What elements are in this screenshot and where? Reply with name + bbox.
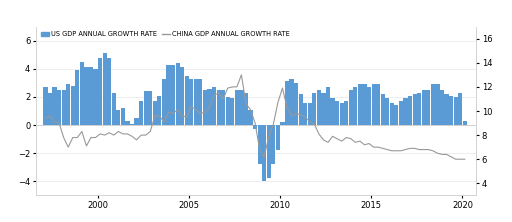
Bar: [444, 94, 449, 125]
Bar: [176, 63, 180, 125]
Bar: [52, 87, 57, 125]
Bar: [422, 90, 426, 125]
Bar: [230, 98, 234, 125]
Bar: [57, 90, 61, 125]
Bar: [367, 87, 371, 125]
Bar: [317, 90, 321, 125]
Bar: [330, 98, 335, 125]
Bar: [458, 93, 462, 125]
Bar: [189, 79, 194, 125]
Bar: [194, 79, 198, 125]
Bar: [285, 81, 289, 125]
Bar: [303, 103, 307, 125]
Bar: [148, 91, 153, 125]
Bar: [349, 90, 353, 125]
Bar: [294, 83, 298, 125]
Bar: [162, 79, 166, 125]
Bar: [135, 118, 139, 125]
Bar: [212, 87, 216, 125]
Bar: [276, 125, 280, 150]
Bar: [48, 93, 52, 125]
Bar: [221, 90, 225, 125]
Bar: [61, 90, 66, 125]
Bar: [372, 84, 376, 125]
Bar: [112, 93, 116, 125]
Bar: [426, 90, 431, 125]
Bar: [139, 101, 143, 125]
Bar: [358, 84, 362, 125]
Bar: [80, 62, 84, 125]
Bar: [408, 95, 412, 125]
Bar: [312, 93, 316, 125]
Bar: [207, 89, 211, 125]
Bar: [180, 67, 184, 125]
Bar: [98, 57, 102, 125]
Bar: [454, 97, 458, 125]
Bar: [385, 98, 389, 125]
Bar: [431, 84, 435, 125]
Bar: [121, 108, 125, 125]
Bar: [403, 98, 408, 125]
Bar: [107, 57, 111, 125]
Bar: [440, 90, 444, 125]
Bar: [102, 53, 107, 125]
Bar: [84, 67, 89, 125]
Bar: [253, 125, 257, 129]
Bar: [198, 79, 202, 125]
Bar: [380, 94, 385, 125]
Bar: [217, 90, 221, 125]
Bar: [226, 97, 230, 125]
Bar: [353, 87, 357, 125]
Bar: [262, 125, 266, 181]
Bar: [435, 84, 439, 125]
Bar: [308, 103, 312, 125]
Bar: [417, 93, 421, 125]
Bar: [166, 65, 170, 125]
Bar: [362, 84, 367, 125]
Bar: [394, 105, 398, 125]
Bar: [89, 67, 93, 125]
Bar: [143, 91, 148, 125]
Bar: [298, 94, 303, 125]
Bar: [390, 103, 394, 125]
Bar: [271, 125, 275, 165]
Bar: [339, 103, 344, 125]
Bar: [185, 76, 189, 125]
Bar: [258, 125, 262, 165]
Bar: [66, 84, 70, 125]
Bar: [289, 79, 294, 125]
Bar: [344, 101, 348, 125]
Bar: [449, 95, 453, 125]
Legend: US GDP ANNUAL GROWTH RATE, CHINA GDP ANNUAL GROWTH RATE: US GDP ANNUAL GROWTH RATE, CHINA GDP ANN…: [39, 30, 291, 39]
Bar: [399, 101, 403, 125]
Bar: [125, 121, 130, 125]
Bar: [75, 70, 79, 125]
Bar: [153, 101, 157, 125]
Bar: [44, 87, 48, 125]
Bar: [335, 101, 339, 125]
Bar: [244, 93, 248, 125]
Bar: [239, 90, 244, 125]
Bar: [203, 90, 207, 125]
Bar: [267, 125, 271, 178]
Bar: [281, 122, 285, 125]
Bar: [413, 94, 417, 125]
Bar: [116, 110, 120, 125]
Bar: [376, 84, 380, 125]
Bar: [322, 93, 326, 125]
Bar: [326, 87, 330, 125]
Bar: [71, 86, 75, 125]
Bar: [94, 69, 98, 125]
Bar: [130, 124, 134, 125]
Bar: [248, 110, 252, 125]
Bar: [235, 90, 239, 125]
Bar: [463, 121, 467, 125]
Bar: [171, 65, 175, 125]
Bar: [157, 95, 161, 125]
